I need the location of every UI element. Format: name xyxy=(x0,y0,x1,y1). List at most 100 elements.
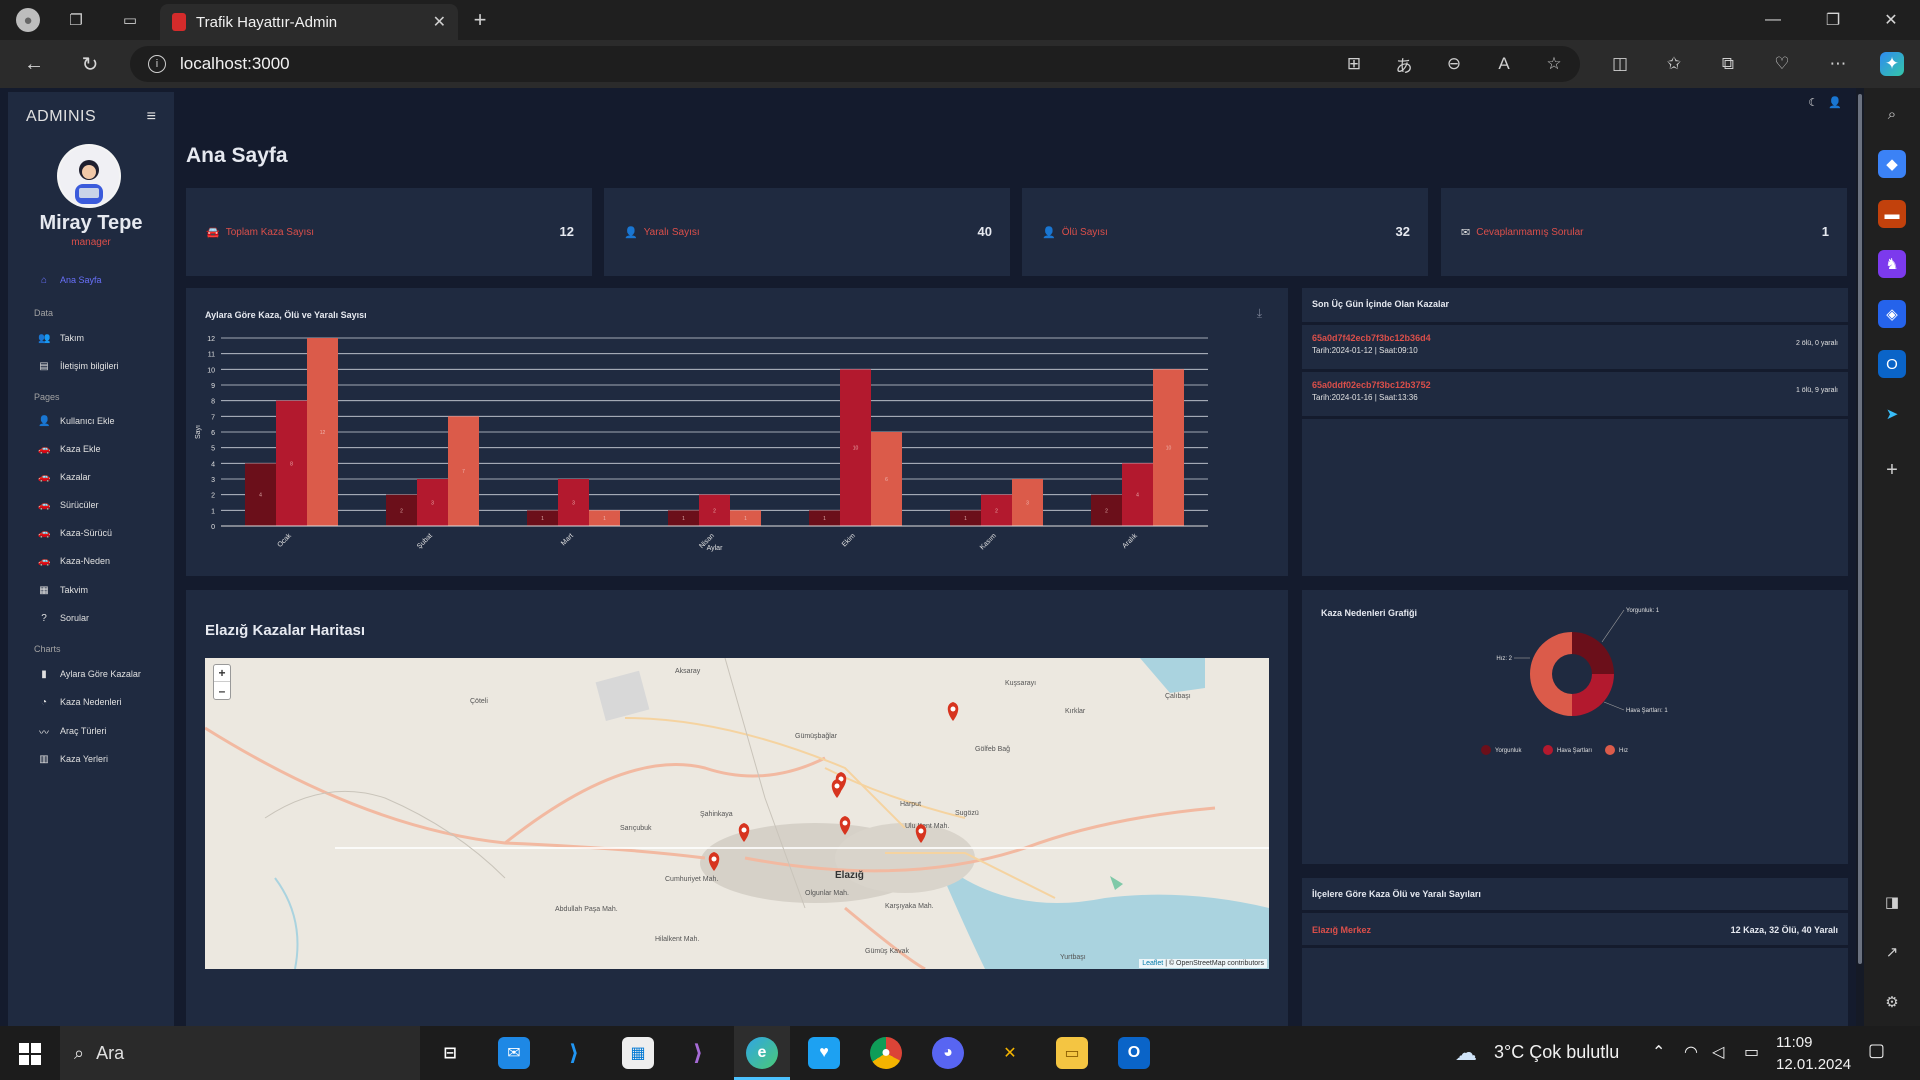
sidebar-item-sorular[interactable]: ? Sorular xyxy=(38,610,89,626)
tab-actions-icon[interactable]: ▭ xyxy=(122,12,138,29)
vscode-icon[interactable]: ⟩ xyxy=(568,1040,580,1065)
bar[interactable] xyxy=(245,463,276,526)
download-icon[interactable]: ⤓ xyxy=(1256,306,1262,320)
weather-icon[interactable]: ☁ xyxy=(1455,1040,1477,1065)
copilot-sidebar-icon[interactable]: ◈ xyxy=(1878,300,1906,328)
visual-studio-icon[interactable]: ⟩ xyxy=(692,1040,704,1065)
favorite-star-icon[interactable]: ☆ xyxy=(1546,54,1562,73)
bar[interactable] xyxy=(527,510,558,526)
volume-icon[interactable]: ◁ xyxy=(1712,1044,1725,1061)
accident-id[interactable]: 65a0ddf02ecb7f3bc12b3752 xyxy=(1312,380,1431,390)
sidebar-item-takim[interactable]: 👥 Takım xyxy=(38,330,84,346)
refresh-icon[interactable]: ↻ xyxy=(81,53,99,76)
sidebar-settings-icon[interactable]: ⚙ xyxy=(1885,994,1899,1011)
bar[interactable] xyxy=(558,479,589,526)
leaflet-link[interactable]: Leaflet xyxy=(1142,960,1164,967)
sidebar-item-takvim[interactable]: ▦ Takvim xyxy=(38,582,88,598)
split-screen-icon[interactable]: ◫ xyxy=(1611,54,1629,73)
browser-essentials-icon[interactable]: ♡ xyxy=(1774,54,1790,73)
address-bar[interactable]: i localhost:3000 xyxy=(130,46,1580,82)
hide-sidebar-icon[interactable]: ◨ xyxy=(1884,894,1900,911)
sidebar-item-arac-turleri[interactable]: 〰 Araç Türleri xyxy=(38,723,106,739)
mail-app-icon[interactable]: ✉ xyxy=(498,1037,530,1069)
outlook-new-icon[interactable]: O xyxy=(1118,1037,1150,1069)
close-window-icon[interactable]: ✕ xyxy=(1884,12,1898,29)
sidebar-item-kaza-surucu[interactable]: 🚗 Kaza-Sürücü xyxy=(38,525,112,541)
sidebar-item-kaza-ekle[interactable]: 🚗 Kaza Ekle xyxy=(38,441,101,457)
sidebar-item-kaza-yerleri[interactable]: ▥ Kaza Yerleri xyxy=(38,751,108,767)
hamburger-menu-icon[interactable]: ≡ xyxy=(146,108,156,125)
bar[interactable] xyxy=(417,479,448,526)
app-available-icon[interactable]: ⊞ xyxy=(1346,54,1362,73)
bar[interactable] xyxy=(981,494,1012,526)
read-aloud-icon[interactable]: A xyxy=(1498,54,1510,73)
games-icon[interactable]: ♞ xyxy=(1878,250,1906,278)
bar[interactable] xyxy=(699,494,730,526)
pie-slice[interactable] xyxy=(1572,674,1614,716)
pie-slice[interactable] xyxy=(1530,632,1572,716)
url-text[interactable]: localhost:3000 xyxy=(180,54,290,73)
sidebar-item-kaza-neden[interactable]: 🚗 Kaza-Neden xyxy=(38,553,110,569)
bar[interactable] xyxy=(840,369,871,526)
twitter-icon[interactable]: ♥ xyxy=(808,1037,840,1069)
tools-app-icon[interactable]: ✕ xyxy=(1003,1045,1017,1062)
add-sidebar-app-icon[interactable]: + xyxy=(1886,458,1898,481)
profile-menu-icon[interactable]: 👤 xyxy=(1828,97,1842,109)
open-external-icon[interactable]: ↗ xyxy=(1885,944,1899,961)
scrollbar-thumb[interactable] xyxy=(1858,94,1862,964)
bar[interactable] xyxy=(276,400,307,526)
drop-icon[interactable]: ➤ xyxy=(1885,406,1899,423)
file-explorer-icon[interactable]: ▭ xyxy=(1056,1037,1088,1069)
collections-icon[interactable]: ⧉ xyxy=(1721,54,1735,73)
accident-id[interactable]: 65a0d7f42ecb7f3bc12b36d4 xyxy=(1312,333,1431,343)
outlook-icon[interactable]: O xyxy=(1878,350,1906,378)
bar[interactable] xyxy=(950,510,981,526)
bar[interactable] xyxy=(730,510,761,526)
minimize-icon[interactable]: — xyxy=(1765,11,1781,28)
zoom-out-icon[interactable]: ⊖ xyxy=(1446,54,1462,73)
sidebar-item-kaza-nedenleri[interactable]: ◔ Kaza Nedenleri xyxy=(38,694,122,710)
bar[interactable] xyxy=(1153,369,1184,526)
sidebar-item-iletisim[interactable]: ▤ İletişim bilgileri xyxy=(38,358,118,374)
new-tab-icon[interactable]: + xyxy=(473,7,487,32)
discord-icon[interactable]: ◕ xyxy=(932,1037,964,1069)
sidebar-item-aylara-gore[interactable]: ▮ Aylara Göre Kazalar xyxy=(38,666,141,682)
accidents-map[interactable]: + – Çöteli Aksaray Gümüşbağlar Sarıçubuk… xyxy=(205,658,1269,969)
windows-start-icon[interactable] xyxy=(14,1038,46,1070)
favorites-icon[interactable]: ✩ xyxy=(1666,54,1682,73)
bar[interactable] xyxy=(809,510,840,526)
browser-tab-active[interactable]: Trafik Hayattır-Admin ✕ xyxy=(160,4,458,40)
bar[interactable] xyxy=(668,510,699,526)
pie-slice[interactable] xyxy=(1572,632,1614,674)
notifications-icon[interactable]: ▢ xyxy=(1868,1040,1886,1060)
map-zoom-out-button[interactable]: – xyxy=(218,683,226,698)
bar[interactable] xyxy=(1122,463,1153,526)
bar[interactable] xyxy=(1012,479,1043,526)
tray-chevron-icon[interactable]: ⌃ xyxy=(1652,1044,1666,1061)
bar[interactable] xyxy=(448,416,479,526)
search-icon[interactable]: ⌕ xyxy=(1887,105,1897,123)
clock-time[interactable]: 11:09 xyxy=(1776,1034,1813,1051)
sidebar-item-ana-sayfa[interactable]: ⌂ Ana Sayfa xyxy=(38,272,102,288)
task-view-icon[interactable]: ⊟ xyxy=(443,1045,457,1062)
dark-mode-icon[interactable]: ☾ xyxy=(1808,97,1819,109)
bar[interactable] xyxy=(386,494,417,526)
restore-icon[interactable]: ❐ xyxy=(1825,12,1841,29)
bar[interactable] xyxy=(1091,494,1122,526)
translate-icon[interactable]: あ xyxy=(1395,56,1413,76)
wifi-icon[interactable]: ◠ xyxy=(1684,1044,1698,1061)
map-zoom-in-button[interactable]: + xyxy=(214,665,230,682)
sidebar-item-suruculer[interactable]: 🚗 Sürücüler xyxy=(38,497,99,513)
back-icon[interactable]: ← xyxy=(24,52,44,75)
store-icon[interactable]: ▦ xyxy=(622,1037,654,1069)
more-options-icon[interactable]: ⋯ xyxy=(1829,54,1847,73)
workspaces-icon[interactable]: ❐ xyxy=(69,12,83,29)
taskbar-search[interactable]: ⌕ Ara xyxy=(60,1026,420,1080)
battery-icon[interactable]: ▭ xyxy=(1744,1044,1760,1061)
sidebar-item-kazalar[interactable]: 🚗 Kazalar xyxy=(38,469,91,485)
tab-close-icon[interactable]: ✕ xyxy=(432,14,446,31)
copilot-icon[interactable]: ✦ xyxy=(1880,52,1904,76)
site-info-icon[interactable]: i xyxy=(148,55,166,73)
bar[interactable] xyxy=(871,432,902,526)
bar[interactable] xyxy=(307,338,338,526)
